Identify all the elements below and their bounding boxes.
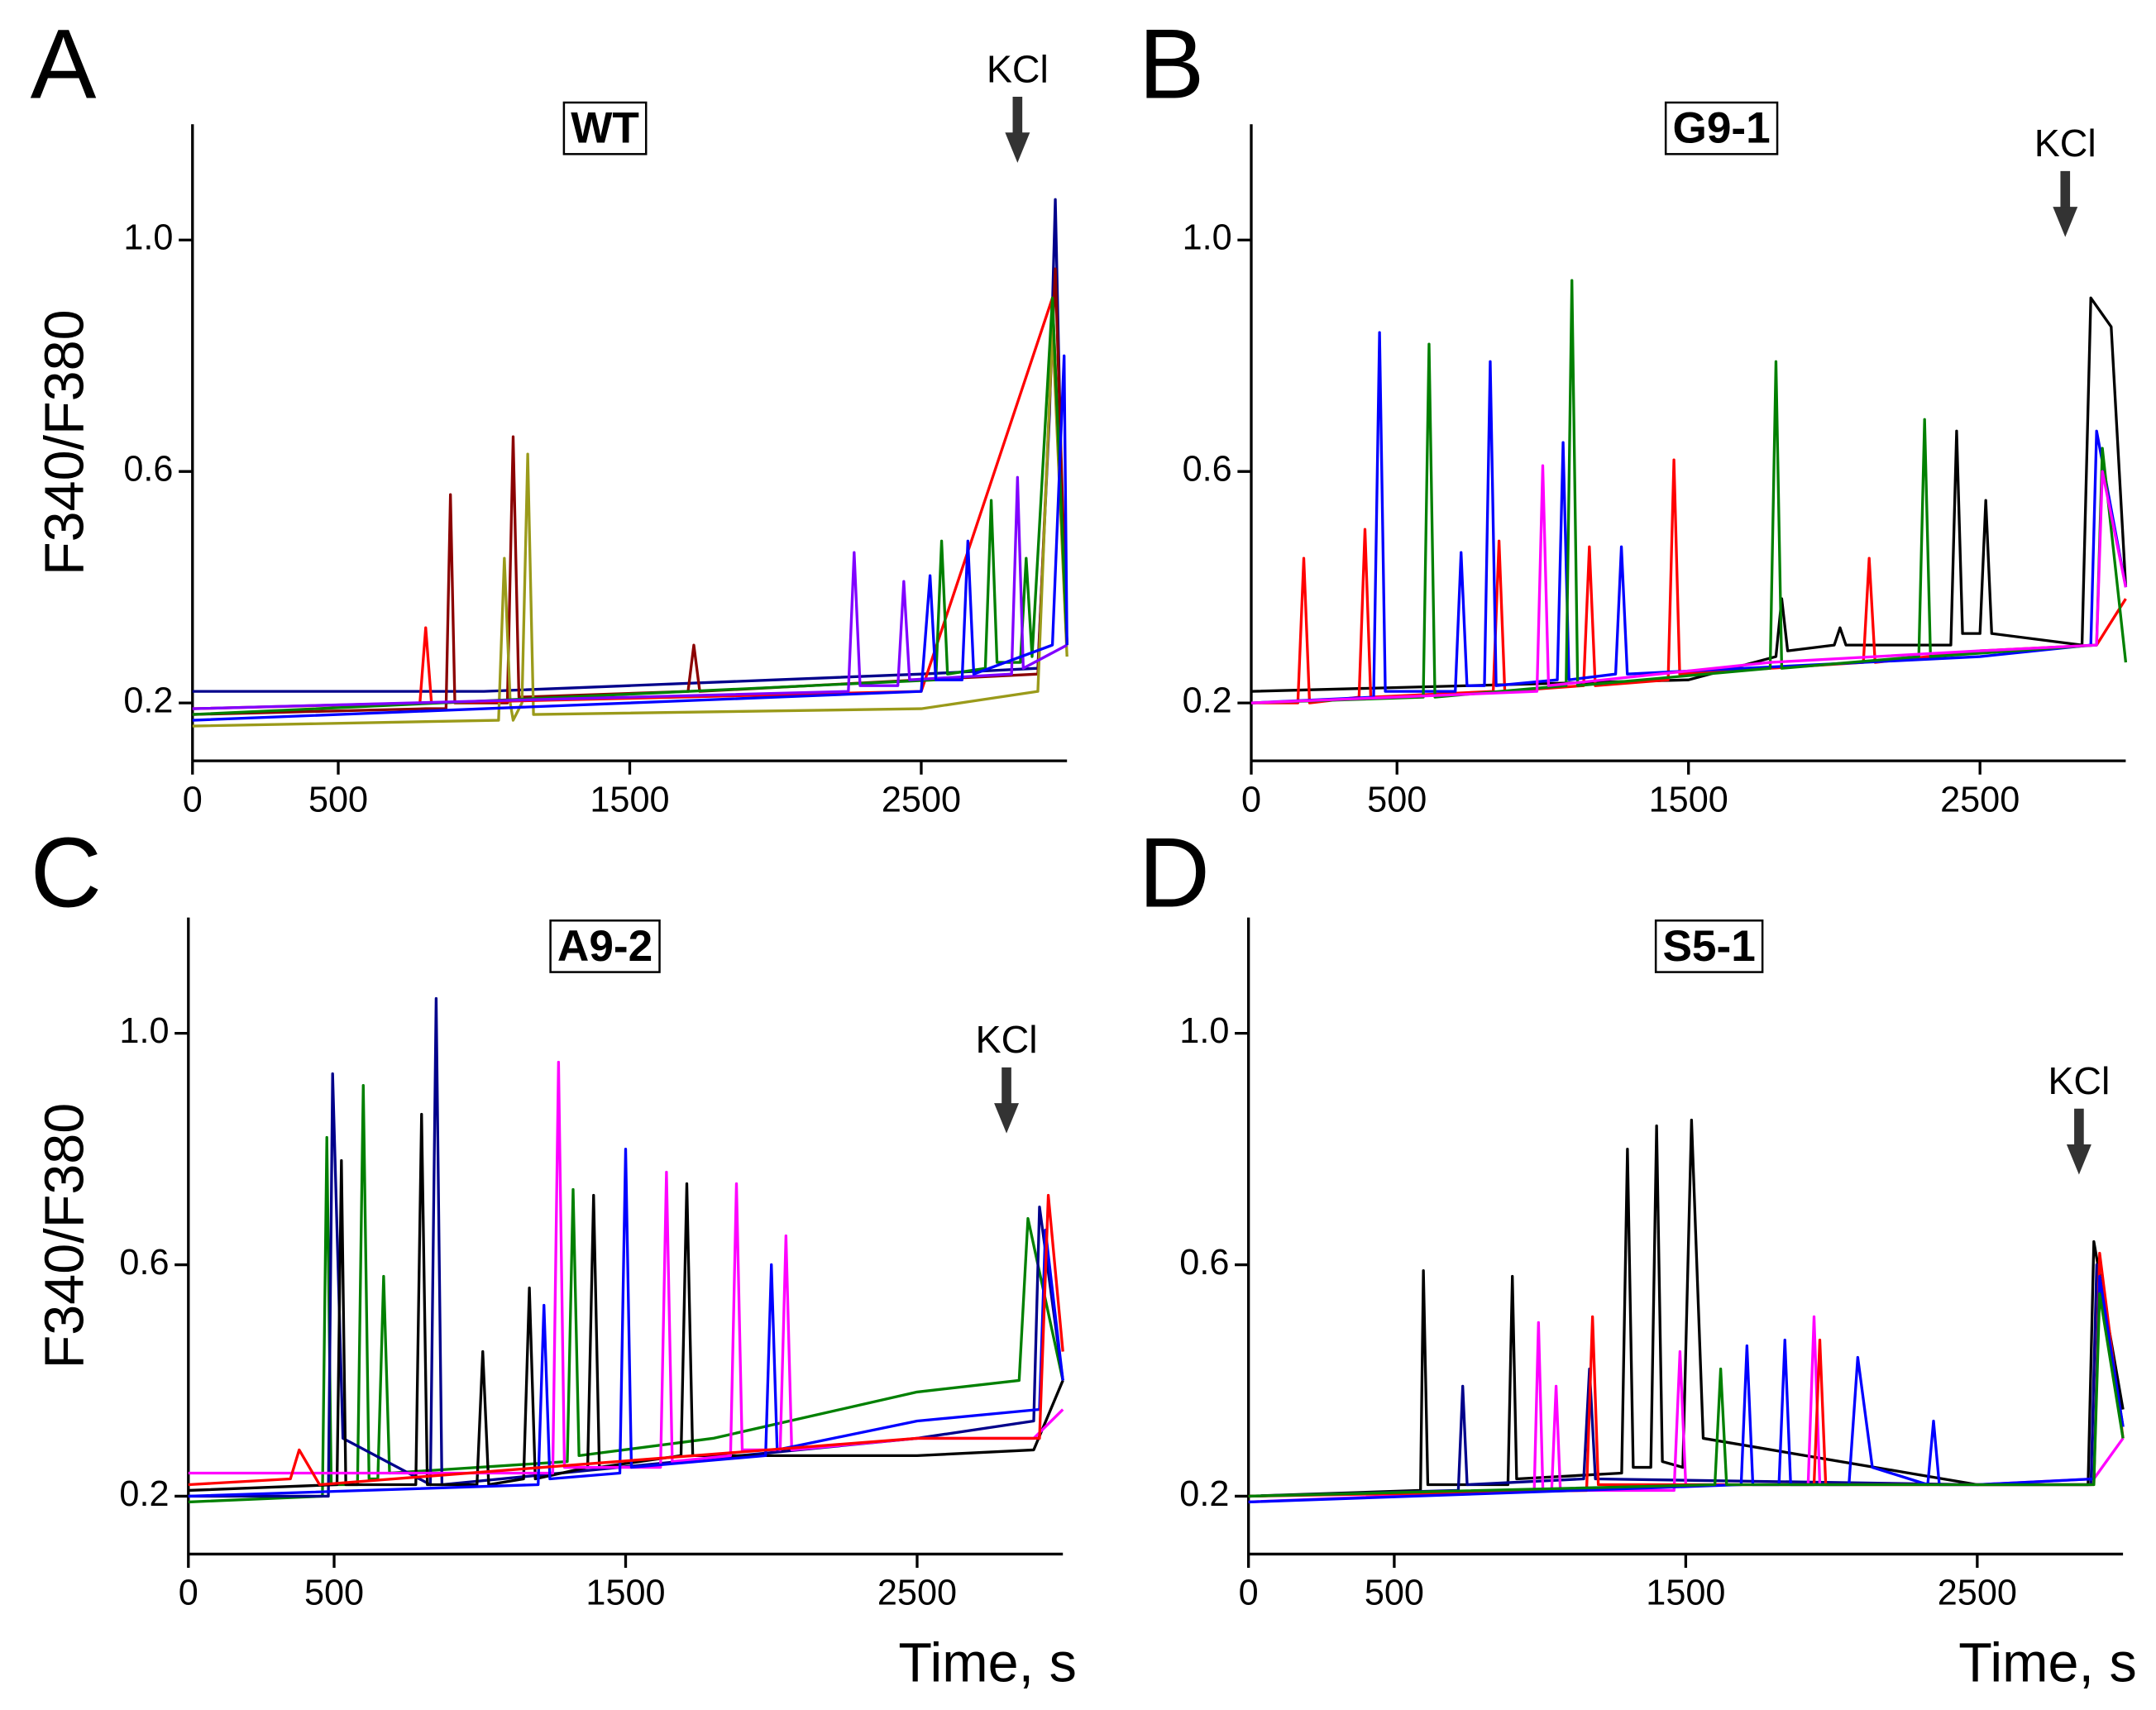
x-tick-label: 1500 [1649, 780, 1728, 819]
x-tick-label: 500 [1365, 1574, 1424, 1613]
trace [188, 996, 1064, 1498]
x-tick-label: 2500 [877, 1574, 957, 1613]
y-axis-label: F340/F380 [35, 309, 96, 576]
y-tick-label: 1.0 [1183, 218, 1232, 258]
y-tick-label: 0.2 [123, 681, 173, 721]
panel-letter: D [1139, 818, 1210, 928]
title-box [549, 919, 661, 973]
trace [188, 1060, 1064, 1475]
trace [188, 1112, 1064, 1493]
y-tick-label: 1.0 [119, 1011, 169, 1051]
x-axis-label: Time, s [1958, 1632, 2137, 1693]
annotation-arrow-head [1005, 132, 1030, 163]
trace [188, 1193, 1064, 1487]
x-tick-label: 0 [1239, 1574, 1259, 1613]
trace [1250, 331, 2128, 705]
annotation-arrow-head [994, 1103, 1020, 1134]
panel-title: A9-2 [557, 922, 653, 971]
annotation: KCl [2048, 1059, 2110, 1102]
x-axis-label: Time, s [898, 1632, 1077, 1693]
trace [1248, 1292, 2125, 1498]
trace [192, 354, 1068, 722]
y-tick-label: 0.6 [123, 450, 173, 490]
x-tick-label: 1500 [1646, 1574, 1725, 1613]
y-tick-label: 0.6 [1183, 450, 1232, 490]
trace [1248, 1274, 2125, 1504]
x-tick-label: 500 [304, 1574, 364, 1613]
trace [192, 325, 1068, 728]
y-tick-label: 1.0 [123, 218, 173, 258]
x-tick-label: 0 [183, 780, 203, 819]
x-tick-label: 500 [1367, 780, 1427, 819]
title-box [562, 101, 648, 155]
x-tick-label: 500 [308, 780, 368, 819]
panel-title: WT [571, 104, 639, 153]
x-tick-label: 0 [1241, 780, 1261, 819]
x-tick-label: 2500 [882, 780, 961, 819]
trace [188, 1083, 1064, 1504]
panel-title: S5-1 [1662, 922, 1755, 971]
trace [192, 198, 1068, 693]
x-tick-label: 2500 [1938, 1574, 2017, 1613]
title-box [1664, 101, 1779, 155]
trace [192, 296, 1068, 716]
annotation-arrow-head [2053, 207, 2078, 237]
trace [1250, 279, 2128, 705]
x-tick-label: 0 [179, 1574, 198, 1613]
y-tick-label: 0.6 [1179, 1243, 1229, 1282]
y-axis-label: F340/F380 [35, 1103, 96, 1369]
y-tick-label: 0.2 [119, 1474, 169, 1514]
title-box [1654, 919, 1764, 973]
trace [1250, 464, 2128, 705]
annotation: KCl [2034, 122, 2096, 165]
y-tick-label: 0.2 [1183, 681, 1232, 721]
x-tick-label: 1500 [590, 780, 669, 819]
trace [192, 475, 1068, 710]
annotation: KCl [976, 1018, 1038, 1061]
trace [188, 1147, 1064, 1498]
panel-letter: B [1139, 10, 1205, 120]
trace [1248, 1118, 2125, 1498]
panel-letter: A [31, 10, 97, 120]
y-tick-label: 1.0 [1179, 1011, 1229, 1051]
y-tick-label: 0.6 [119, 1243, 169, 1282]
panel-letter: C [31, 818, 102, 928]
panel-title: G9-1 [1672, 104, 1770, 153]
annotation-arrow-head [2066, 1144, 2091, 1175]
y-tick-label: 0.2 [1179, 1474, 1229, 1514]
annotation: KCl [987, 47, 1049, 90]
x-tick-label: 2500 [1940, 780, 2020, 819]
x-tick-label: 1500 [586, 1574, 665, 1613]
